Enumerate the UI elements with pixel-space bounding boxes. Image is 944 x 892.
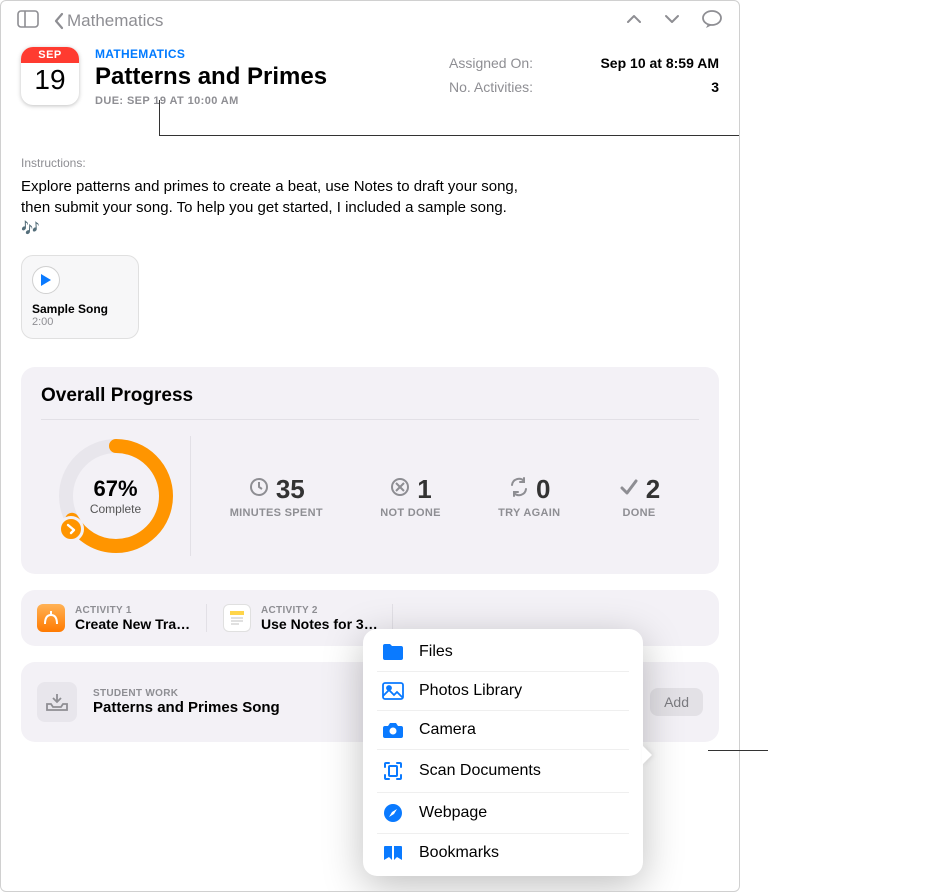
progress-donut: 67% Complete <box>56 436 176 556</box>
menu-item-files[interactable]: Files <box>363 633 643 671</box>
add-button[interactable]: Add <box>650 688 703 716</box>
callout-line-2 <box>708 750 768 751</box>
stat-value: 1 <box>417 474 431 505</box>
menu-label: Photos Library <box>419 682 522 700</box>
photos-icon <box>381 682 405 700</box>
attachment-title: Sample Song <box>32 302 128 316</box>
scan-icon <box>381 760 405 782</box>
due-date: DUE: SEP 19 AT 10:00 AM <box>95 95 719 107</box>
stat-label: DONE <box>618 507 660 519</box>
menu-item-scan[interactable]: Scan Documents <box>377 749 629 792</box>
progress-percent: 67% <box>93 476 137 502</box>
progress-title: Overall Progress <box>41 385 699 407</box>
stat-done: 2 DONE <box>618 474 660 519</box>
menu-item-photos[interactable]: Photos Library <box>377 671 629 710</box>
progress-complete-label: Complete <box>90 502 141 516</box>
comment-icon[interactable] <box>701 9 723 34</box>
subject-link[interactable]: MATHEMATICS <box>95 47 719 61</box>
overall-progress-card: Overall Progress 67% Complete <box>21 367 719 574</box>
chevron-up-icon[interactable] <box>625 12 643 30</box>
menu-label: Webpage <box>419 804 487 822</box>
garageband-icon <box>37 604 65 632</box>
stat-label: NOT DONE <box>380 507 440 519</box>
sample-song-attachment[interactable]: Sample Song 2:00 <box>21 255 139 339</box>
menu-label: Scan Documents <box>419 762 541 780</box>
divider <box>41 419 699 420</box>
stat-tryagain: 0 TRY AGAIN <box>498 474 560 519</box>
activity-number: ACTIVITY 2 <box>261 605 378 616</box>
calendar-badge: SEP 19 <box>21 47 79 105</box>
activity-2[interactable]: ACTIVITY 2 Use Notes for 3… <box>223 604 393 632</box>
bookmark-icon <box>381 844 405 862</box>
activity-1[interactable]: ACTIVITY 1 Create New Tra… <box>37 604 207 632</box>
play-icon[interactable] <box>32 266 60 294</box>
stat-minutes: 35 MINUTES SPENT <box>230 474 323 519</box>
student-work-title: Patterns and Primes Song <box>93 699 280 716</box>
menu-label: Camera <box>419 721 476 739</box>
back-button[interactable]: Mathematics <box>53 11 163 31</box>
menu-item-bookmarks[interactable]: Bookmarks <box>377 833 629 872</box>
menu-item-webpage[interactable]: Webpage <box>377 792 629 833</box>
back-label: Mathematics <box>67 11 163 31</box>
progress-stats: 35 MINUTES SPENT 1 NOT DONE <box>191 474 699 519</box>
notes-icon <box>223 604 251 632</box>
folder-icon <box>381 643 405 661</box>
calendar-month: SEP <box>21 47 79 63</box>
activity-title: Create New Tra… <box>75 616 190 632</box>
stat-label: TRY AGAIN <box>498 507 560 519</box>
safari-icon <box>381 803 405 823</box>
activity-title: Use Notes for 3… <box>261 616 378 632</box>
stat-value: 2 <box>646 474 660 505</box>
stat-value: 35 <box>276 474 305 505</box>
student-work-label: STUDENT WORK <box>93 688 280 699</box>
stat-label: MINUTES SPENT <box>230 507 323 519</box>
tryagain-icon <box>508 476 530 503</box>
menu-label: Bookmarks <box>419 844 499 862</box>
check-badge-icon <box>58 516 84 542</box>
menu-item-camera[interactable]: Camera <box>377 710 629 749</box>
camera-icon <box>381 721 405 739</box>
notdone-icon <box>389 476 411 503</box>
menu-label: Files <box>419 643 453 661</box>
calendar-day: 19 <box>34 63 65 97</box>
activity-number: ACTIVITY 1 <box>75 605 190 616</box>
callout-line <box>159 135 740 136</box>
toolbar: Mathematics <box>1 1 739 41</box>
sidebar-toggle-icon[interactable] <box>17 10 39 33</box>
chevron-down-icon[interactable] <box>663 12 681 30</box>
add-popover: Files Photos Library Camera Scan Documen… <box>363 629 643 876</box>
instructions-label: Instructions: <box>21 156 719 170</box>
stat-value: 0 <box>536 474 550 505</box>
instructions-body: Explore patterns and primes to create a … <box>21 176 521 239</box>
attachment-duration: 2:00 <box>32 316 128 328</box>
done-icon <box>618 476 640 503</box>
stat-notdone: 1 NOT DONE <box>380 474 440 519</box>
app-window: Mathematics Assigned On: Sep 10 at 8:59 … <box>0 0 740 892</box>
clock-icon <box>248 476 270 503</box>
inbox-icon <box>37 682 77 722</box>
page-title: Patterns and Primes <box>95 63 719 91</box>
